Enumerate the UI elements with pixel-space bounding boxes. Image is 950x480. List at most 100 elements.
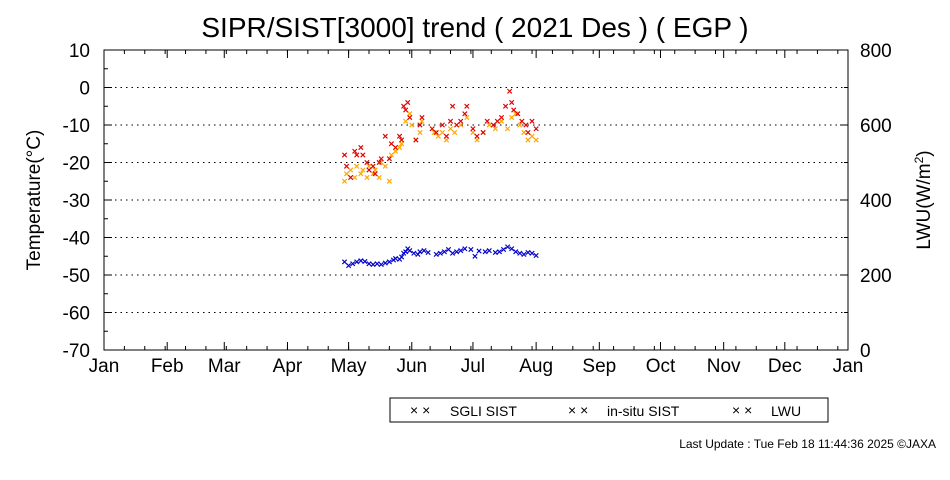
point-sgli-sist <box>458 122 464 128</box>
x-tick-label: Jul <box>461 356 485 377</box>
point-sgli-sist <box>509 114 515 121</box>
point-in-situ-sist <box>413 137 419 143</box>
y2-axis-title-end: ) <box>914 150 935 156</box>
point-in-situ-sist <box>494 118 500 124</box>
point-in-situ-sist <box>382 133 388 139</box>
legend-box <box>389 397 829 423</box>
point-in-situ-sist <box>358 144 364 151</box>
point-sgli-sist <box>407 111 413 117</box>
point-sgli-sist <box>354 163 360 169</box>
point-sgli-sist <box>513 111 519 117</box>
y-tick-label: -50 <box>63 266 90 287</box>
x-tick-label: Nov <box>707 356 741 377</box>
point-in-situ-sist <box>419 114 425 121</box>
point-lwu <box>505 244 511 250</box>
y-tick-label: -70 <box>63 341 90 362</box>
point-lwu <box>458 248 464 254</box>
point-in-situ-sist <box>484 118 490 124</box>
point-sgli-sist <box>388 152 394 158</box>
point-lwu <box>521 251 527 257</box>
point-lwu <box>482 249 488 255</box>
point-sgli-sist <box>452 129 458 136</box>
point-lwu <box>421 248 427 254</box>
y2-tick-label: 400 <box>860 191 892 212</box>
point-in-situ-sist <box>343 163 350 169</box>
point-in-situ-sist <box>511 107 517 113</box>
x-tick-labels: Jan Feb Mar Apr May Jun Jul Aug Sep Oct Nov Dec Jan <box>89 356 864 377</box>
point-lwu <box>529 250 535 256</box>
point-in-situ-sist <box>386 156 392 162</box>
y-tick-label: -10 <box>63 116 90 137</box>
y2-axis-title-main: LWU(W/m <box>914 163 935 249</box>
gridlines <box>104 87 848 313</box>
point-in-situ-sist <box>529 118 535 124</box>
y2-axis-title-sup: 2 <box>912 156 926 163</box>
y-tick-labels: 10 0 -10 -20 -30 -40 -50 -60 -70 <box>63 41 90 362</box>
point-in-situ-sist <box>454 122 460 128</box>
x-tick-label: Jan <box>89 356 120 377</box>
point-lwu <box>476 248 482 254</box>
point-lwu <box>407 248 413 254</box>
y-tick-label: -20 <box>63 154 90 175</box>
point-lwu <box>392 255 399 262</box>
point-in-situ-sist <box>407 114 413 121</box>
point-lwu <box>399 254 405 260</box>
point-sgli-sist <box>486 122 492 128</box>
point-sgli-sist <box>399 141 405 147</box>
point-in-situ-sist <box>403 107 409 113</box>
point-in-situ-sist <box>388 141 394 147</box>
point-in-situ-sist <box>498 114 505 121</box>
point-in-situ-sist <box>360 152 366 158</box>
y2-tick-label: 600 <box>860 116 892 137</box>
point-sgli-sist <box>419 118 425 124</box>
point-sgli-sist <box>431 129 437 136</box>
x-tick-label: Feb <box>151 356 184 377</box>
point-in-situ-sist <box>515 111 521 117</box>
x-tick-label: Apr <box>273 356 303 377</box>
point-in-situ-sist <box>366 167 372 173</box>
point-in-situ-sist <box>464 103 470 109</box>
x-tick-label: Dec <box>768 356 802 377</box>
point-lwu <box>513 249 519 255</box>
point-in-situ-sist <box>399 137 405 143</box>
point-in-situ-sist <box>525 129 531 136</box>
x-tick-label: Aug <box>519 356 553 377</box>
point-lwu <box>354 259 360 265</box>
point-in-situ-sist <box>470 126 476 132</box>
point-lwu <box>445 246 452 253</box>
point-in-situ-sist <box>378 156 384 162</box>
y-tick-label: 0 <box>79 79 90 100</box>
point-lwu <box>386 259 392 265</box>
point-lwu <box>346 263 352 269</box>
point-lwu <box>449 250 456 256</box>
point-in-situ-sist <box>458 118 464 124</box>
point-in-situ-sist <box>533 126 539 132</box>
point-sgli-sist <box>364 174 370 181</box>
point-sgli-sist <box>447 126 454 132</box>
point-in-situ-sist <box>490 122 496 128</box>
point-lwu <box>468 246 474 253</box>
point-sgli-sist <box>396 144 403 151</box>
legend: × × SGLI SIST × × in-situ SIST × × LWU <box>389 397 829 423</box>
plot-frame <box>103 49 849 351</box>
x-tick-label: Sep <box>582 356 616 377</box>
y2-tick-label: 800 <box>860 41 892 62</box>
legend-label-insitu: in-situ SIST <box>607 403 680 419</box>
point-lwu <box>533 252 539 259</box>
point-in-situ-sist <box>392 144 399 151</box>
point-sgli-sist <box>470 129 476 136</box>
point-lwu <box>417 249 423 255</box>
point-sgli-sist <box>474 137 480 143</box>
y2-tick-labels: 800 600 400 200 0 <box>860 41 892 362</box>
legend-marker-insitu: × × <box>568 402 588 418</box>
point-sgli-sist <box>417 129 423 136</box>
point-in-situ-sist <box>474 133 480 139</box>
legend-label-lwu: LWU <box>771 403 801 419</box>
point-lwu <box>525 249 531 256</box>
point-in-situ-sist <box>502 103 509 109</box>
point-in-situ-sist <box>354 152 360 158</box>
point-sgli-sist <box>372 167 378 173</box>
point-in-situ-sist <box>439 122 445 128</box>
point-in-situ-sist <box>523 122 529 128</box>
